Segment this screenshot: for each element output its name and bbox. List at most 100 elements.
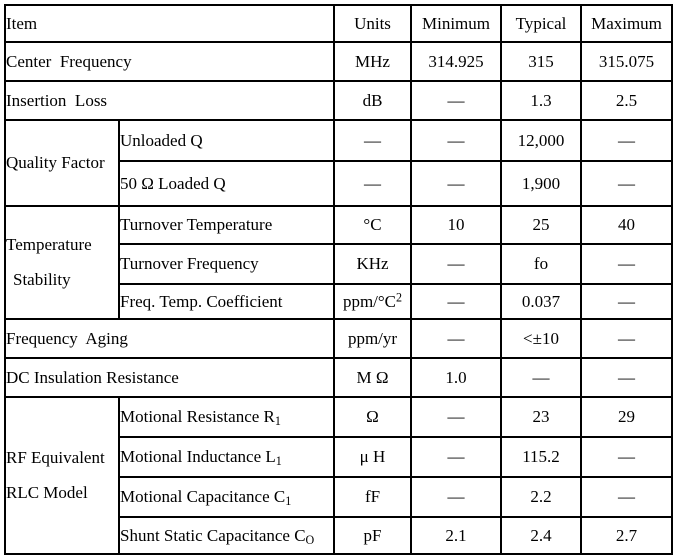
- cell-motional-resistance-units: Ω: [333, 396, 412, 438]
- cell-dc-insulation-resistance-max: —: [580, 357, 673, 398]
- table-row: 50 Ω Loaded Q — — 1,900 —: [5, 160, 673, 207]
- cell-dc-insulation-resistance-item: DC Insulation Resistance: [4, 357, 335, 398]
- cell-center-frequency-typ: 315: [500, 41, 582, 82]
- cell-freq-temp-coefficient-units: ppm/°C2: [333, 283, 412, 320]
- cell-center-frequency-min: 314.925: [410, 41, 502, 82]
- cell-dc-insulation-resistance-typ: —: [500, 357, 582, 398]
- cell-frequency-aging-typ: <±10: [500, 318, 582, 359]
- units-superscript: 2: [396, 290, 403, 305]
- table-row: Quality Factor Unloaded Q — — 12,000 —: [4, 119, 673, 207]
- item-subscript: 1: [285, 494, 292, 509]
- cell-loaded-q-min: —: [410, 160, 502, 207]
- cell-turnover-frequency-typ: fo: [500, 243, 582, 285]
- column-header-units: Units: [333, 4, 412, 43]
- cell-motional-capacitance-item: Motional Capacitance C1: [118, 476, 335, 518]
- cell-insertion-loss-max: 2.5: [580, 80, 673, 121]
- table-row: DC Insulation Resistance M Ω 1.0 — —: [4, 357, 673, 398]
- item-base: Shunt Static Capacitance C: [120, 525, 306, 545]
- cell-frequency-aging-units: ppm/yr: [333, 318, 412, 359]
- cell-motional-capacitance-typ: 2.2: [500, 476, 582, 518]
- cell-center-frequency-units: MHz: [333, 41, 412, 82]
- cell-unloaded-q-item: Unloaded Q: [118, 119, 335, 162]
- item-subscript: O: [305, 532, 315, 547]
- cell-motional-capacitance-max: —: [580, 476, 673, 518]
- group-label-line: RLC Model: [6, 483, 88, 502]
- cell-turnover-frequency-units: KHz: [333, 243, 412, 285]
- cell-insertion-loss-min: —: [410, 80, 502, 121]
- spec-table: Item Units Minimum Typical Maximum Cente…: [4, 4, 673, 555]
- cell-unloaded-q-min: —: [410, 119, 502, 162]
- column-header-maximum: Maximum: [580, 4, 673, 43]
- units-base: ppm/°C: [342, 291, 397, 311]
- cell-motional-resistance-max: 29: [580, 396, 673, 438]
- cell-motional-resistance-item: Motional Resistance R1: [118, 396, 335, 438]
- cell-loaded-q-item: 50 Ω Loaded Q: [118, 160, 335, 207]
- cell-loaded-q-units: —: [333, 160, 412, 207]
- cell-turnover-frequency-max: —: [580, 243, 673, 285]
- cell-turnover-temperature-min: 10: [410, 205, 502, 245]
- cell-turnover-temperature-item: Turnover Temperature: [118, 205, 335, 245]
- item-base: Motional Resistance R: [120, 407, 275, 426]
- cell-turnover-temperature-units: °C: [333, 205, 412, 245]
- cell-shunt-static-capacitance-max: 2.7: [580, 516, 673, 555]
- item-subscript: 1: [274, 414, 281, 429]
- cell-turnover-temperature-max: 40: [580, 205, 673, 245]
- cell-loaded-q-max: —: [580, 160, 673, 207]
- cell-unloaded-q-max: —: [580, 119, 673, 162]
- cell-insertion-loss-units: dB: [333, 80, 412, 121]
- column-header-minimum: Minimum: [410, 4, 502, 43]
- item-base: Motional Capacitance C: [120, 487, 286, 506]
- cell-shunt-static-capacitance-item: Shunt Static Capacitance CO: [118, 516, 335, 555]
- column-header-typical: Typical: [500, 4, 582, 43]
- cell-frequency-aging-item: Frequency Aging: [4, 318, 335, 359]
- cell-frequency-aging-max: —: [580, 318, 673, 359]
- cell-center-frequency-item: Center Frequency: [4, 41, 335, 82]
- cell-insertion-loss-typ: 1.3: [500, 80, 582, 121]
- cell-insertion-loss-item: Insertion Loss: [4, 80, 335, 121]
- cell-freq-temp-coefficient-item: Freq. Temp. Coefficient: [118, 283, 335, 320]
- cell-shunt-static-capacitance-min: 2.1: [410, 516, 502, 555]
- spec-table-container: Item Units Minimum Typical Maximum Cente…: [4, 4, 673, 555]
- cell-shunt-static-capacitance-typ: 2.4: [500, 516, 582, 555]
- table-row: Motional Inductance L1 μ H — 115.2 —: [5, 436, 673, 478]
- cell-motional-capacitance-units: fF: [333, 476, 412, 518]
- cell-quality-factor-group: Quality Factor: [4, 119, 120, 207]
- cell-freq-temp-coefficient-typ: 0.037: [500, 283, 582, 320]
- table-row: Freq. Temp. Coefficient ppm/°C2 — 0.037 …: [5, 283, 673, 320]
- cell-motional-inductance-units: μ H: [333, 436, 412, 478]
- item-label: Frequency Aging: [6, 328, 128, 348]
- item-label: Insertion Loss: [6, 90, 108, 110]
- cell-motional-inductance-max: —: [580, 436, 673, 478]
- table-row: Frequency Aging ppm/yr — <±10 —: [4, 318, 673, 359]
- cell-freq-temp-coefficient-min: —: [410, 283, 502, 320]
- cell-motional-inductance-typ: 115.2: [500, 436, 582, 478]
- cell-temperature-stability-group: Temperature Stability: [4, 205, 120, 320]
- table-header-row: Item Units Minimum Typical Maximum: [4, 4, 673, 43]
- table-row: Insertion Loss dB — 1.3 2.5: [4, 80, 673, 121]
- table-row: Temperature Stability Turnover Temperatu…: [4, 205, 673, 320]
- group-label-line: RF Equivalent: [6, 448, 105, 467]
- cell-motional-resistance-typ: 23: [500, 396, 582, 438]
- cell-shunt-static-capacitance-units: pF: [333, 516, 412, 555]
- item-subscript: 1: [275, 454, 282, 469]
- group-label-line: Temperature: [6, 235, 92, 254]
- cell-motional-inductance-item: Motional Inductance L1: [118, 436, 335, 478]
- cell-unloaded-q-typ: 12,000: [500, 119, 582, 162]
- cell-frequency-aging-min: —: [410, 318, 502, 359]
- cell-loaded-q-typ: 1,900: [500, 160, 582, 207]
- item-label: Center Frequency: [6, 51, 132, 71]
- table-row: Motional Capacitance C1 fF — 2.2 —: [5, 476, 673, 518]
- cell-dc-insulation-resistance-min: 1.0: [410, 357, 502, 398]
- cell-motional-resistance-min: —: [410, 396, 502, 438]
- cell-turnover-frequency-item: Turnover Frequency: [118, 243, 335, 285]
- cell-turnover-frequency-min: —: [410, 243, 502, 285]
- cell-center-frequency-max: 315.075: [580, 41, 673, 82]
- item-base: Motional Inductance L: [120, 447, 276, 466]
- cell-turnover-temperature-typ: 25: [500, 205, 582, 245]
- column-header-item: Item: [4, 4, 335, 43]
- cell-unloaded-q-units: —: [333, 119, 412, 162]
- cell-dc-insulation-resistance-units: M Ω: [333, 357, 412, 398]
- table-row: Shunt Static Capacitance CO pF 2.1 2.4 2…: [5, 516, 673, 555]
- cell-motional-inductance-min: —: [410, 436, 502, 478]
- cell-freq-temp-coefficient-max: —: [580, 283, 673, 320]
